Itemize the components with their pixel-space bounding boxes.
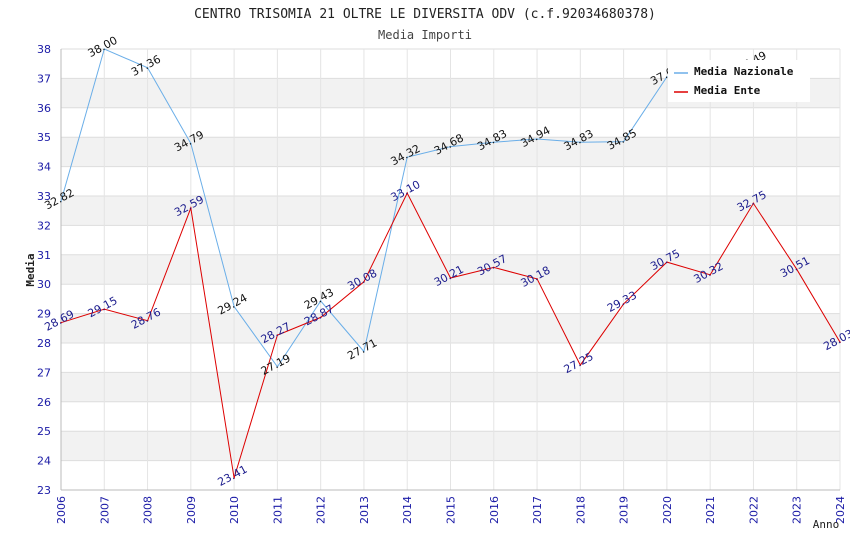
y-tick-label: 27 (37, 366, 51, 379)
data-point (190, 207, 192, 209)
y-tick-label: 23 (37, 484, 51, 497)
data-point (233, 477, 235, 479)
y-tick-label: 37 (37, 72, 51, 85)
y-tick-label: 35 (37, 131, 51, 144)
x-tick-label: 2007 (98, 496, 111, 524)
data-point (579, 364, 582, 366)
data-point (103, 48, 106, 50)
data-point (536, 138, 538, 140)
x-tick-label: 2011 (271, 496, 284, 524)
y-tick-label: 32 (37, 219, 51, 232)
x-tick-label: 2017 (531, 496, 544, 524)
data-point (579, 141, 582, 143)
x-tick-label: 2009 (185, 496, 198, 524)
legend-label-ente: Media Ente (694, 84, 761, 97)
data-point (319, 316, 322, 319)
data-point (536, 278, 538, 280)
data-point (276, 366, 279, 368)
chart-subtitle: Media Importi (378, 28, 472, 42)
data-point (622, 303, 625, 305)
data-point (492, 141, 495, 143)
y-tick-label: 38 (37, 43, 51, 56)
axes: 23 24 25 26 27 28 29 30 31 32 33 34 35 36 37 38 2006 2007… (37, 43, 847, 524)
data-point (60, 321, 62, 324)
legend-box (668, 60, 810, 102)
data-point (363, 350, 365, 353)
x-tick-label: 2006 (55, 496, 68, 524)
y-tick-label: 25 (37, 425, 51, 438)
data-point (795, 268, 798, 271)
x-tick-label: 2018 (574, 496, 587, 524)
x-tick-label: 2023 (791, 496, 804, 524)
legend: Media Nazionale Media Ente (668, 60, 810, 102)
x-tick-label: 2015 (445, 496, 458, 524)
data-point (449, 145, 452, 148)
data-point (146, 67, 149, 69)
x-tick-label: 2014 (401, 496, 414, 524)
y-tick-label: 34 (37, 161, 51, 174)
data-point (666, 76, 668, 78)
legend-label-nazionale: Media Nazionale (694, 65, 794, 78)
grid-lines (60, 48, 841, 491)
y-tick-label: 30 (37, 278, 51, 291)
y-tick-label: 36 (37, 102, 51, 115)
data-point (233, 305, 235, 308)
data-point (406, 156, 409, 158)
data-point (146, 319, 149, 322)
data-point (190, 142, 192, 145)
data-point (492, 266, 495, 269)
y-tick-label: 24 (37, 455, 51, 468)
data-point (449, 277, 452, 279)
y-axis-label: Media (24, 253, 37, 286)
data-point (276, 334, 279, 336)
x-tick-label: 2019 (618, 496, 631, 524)
data-point (839, 341, 841, 343)
x-tick-label: 2021 (704, 496, 717, 524)
data-point (622, 140, 625, 143)
data-point (319, 300, 322, 302)
x-tick-label: 2020 (661, 496, 674, 524)
data-point (666, 261, 668, 263)
y-tick-label: 28 (37, 337, 51, 350)
x-tick-label: 2024 (834, 496, 847, 524)
data-point (709, 273, 711, 276)
x-tick-label: 2022 (747, 496, 760, 524)
y-tick-label: 26 (37, 396, 51, 409)
series-lines (60, 48, 841, 479)
data-point (60, 200, 62, 203)
x-tick-label: 2010 (228, 496, 241, 524)
x-tick-label: 2016 (488, 496, 501, 524)
y-tick-label: 33 (37, 190, 51, 203)
data-point (103, 308, 106, 310)
y-tick-label: 29 (37, 308, 51, 321)
x-tick-label: 2013 (358, 496, 371, 524)
data-point (406, 192, 409, 194)
chart-title: CENTRO TRISOMIA 21 OLTRE LE DIVERSITA OD… (194, 7, 656, 22)
y-tick-label: 31 (37, 249, 51, 262)
x-tick-label: 2008 (142, 496, 155, 524)
x-axis-label: Anno (813, 518, 840, 531)
data-point (363, 281, 365, 283)
x-tick-label: 2012 (315, 496, 328, 524)
data-point (752, 202, 755, 205)
